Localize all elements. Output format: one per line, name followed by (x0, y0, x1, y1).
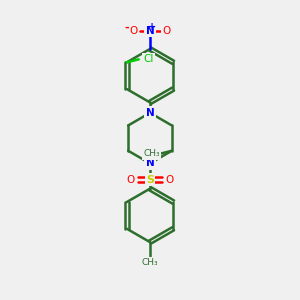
Text: O: O (126, 175, 134, 185)
Text: CH₃: CH₃ (143, 149, 160, 158)
Text: N: N (146, 158, 154, 168)
Text: O: O (163, 26, 171, 36)
Text: O: O (129, 26, 137, 36)
Text: -: - (125, 23, 129, 33)
Text: N: N (146, 26, 154, 36)
Text: S: S (146, 175, 154, 185)
Text: O: O (166, 175, 174, 185)
Text: +: + (148, 22, 156, 32)
Text: Cl: Cl (143, 54, 153, 64)
Text: N: N (146, 108, 154, 118)
Text: CH₃: CH₃ (142, 258, 158, 267)
